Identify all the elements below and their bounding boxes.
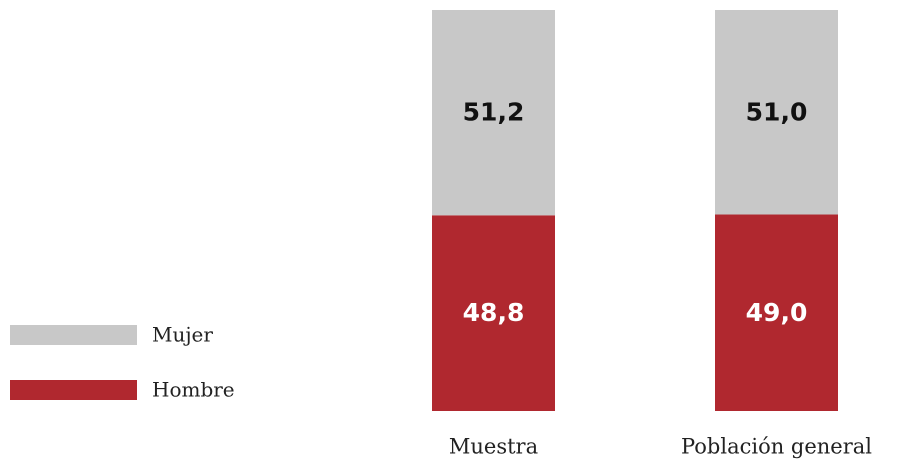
value-label: 51,2: [463, 98, 525, 127]
x-tick-label: Población general: [681, 435, 872, 459]
value-label: 49,0: [746, 298, 808, 327]
legend-label: Mujer: [152, 323, 213, 347]
legend-swatch: [10, 325, 137, 345]
bar-segment: [715, 214, 838, 411]
value-label: 51,0: [746, 97, 808, 126]
legend-label: Hombre: [152, 378, 235, 402]
bar-segment: [715, 10, 838, 215]
value-label: 48,8: [463, 298, 525, 327]
bar-segment: [432, 215, 555, 411]
legend-swatch: [10, 380, 137, 400]
bar-segment: [432, 10, 555, 216]
x-tick-label: Muestra: [449, 435, 538, 459]
